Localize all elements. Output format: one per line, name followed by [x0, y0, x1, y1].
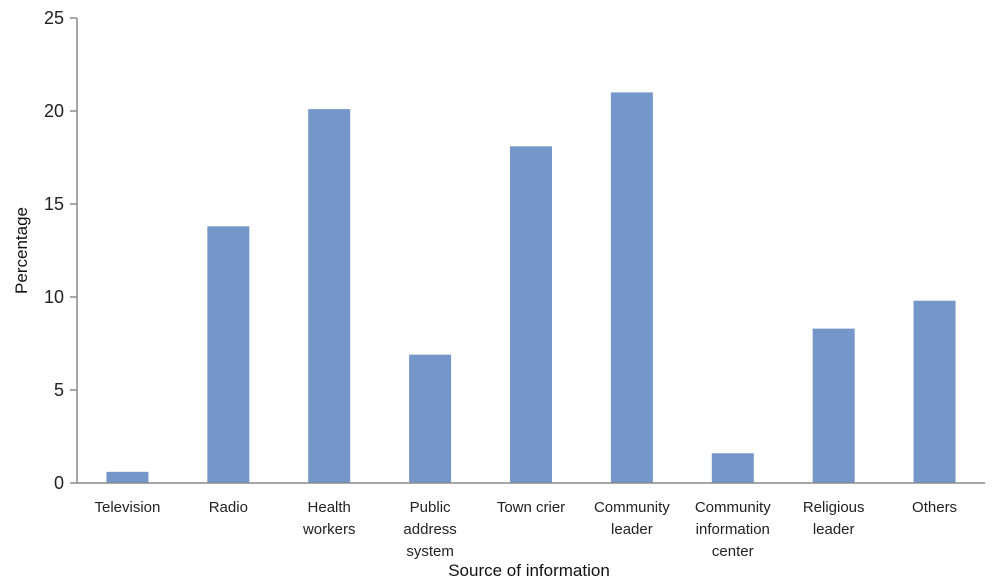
x-tick-label-line: leader: [813, 521, 855, 538]
x-tick-label-line: Public: [410, 499, 451, 516]
bar: [711, 453, 754, 483]
x-tick-label: Radio: [209, 499, 248, 516]
x-tick-label: Community information center: [695, 499, 771, 560]
x-tick-label-line: Health: [308, 499, 351, 516]
x-tick-label-line: Town crier: [497, 499, 565, 516]
x-tick-label: Television: [95, 499, 161, 516]
x-tick-label-line: Religious: [803, 499, 865, 516]
x-tick-label: Others: [912, 499, 957, 516]
bar: [106, 471, 149, 483]
x-tick-label: Religious leader: [803, 499, 865, 538]
x-tick-label-line: system: [406, 543, 454, 560]
bar: [207, 226, 250, 483]
y-tick-label: 20: [44, 101, 64, 121]
x-axis-title: Source of information: [448, 561, 610, 580]
x-tick-label: Town crier: [497, 499, 565, 516]
bar: [913, 300, 956, 483]
x-tick-label-line: Community: [695, 499, 771, 516]
x-tick-label-line: address: [403, 521, 456, 538]
x-tick-label-line: Radio: [209, 499, 248, 516]
y-axis-title: Percentage: [12, 207, 31, 294]
bar: [510, 146, 552, 483]
bar: [409, 354, 452, 483]
x-tick-label-line: information: [696, 521, 770, 538]
bars: [106, 92, 956, 484]
y-tick-label: 10: [44, 287, 64, 307]
x-tick-label-line: Community: [594, 499, 670, 516]
bar: [308, 109, 351, 483]
x-tick-label-line: workers: [302, 521, 356, 538]
y-axis-ticks: 0 5 10 15 20 25: [44, 8, 77, 493]
y-tick-label: 15: [44, 194, 64, 214]
x-tick-label-line: leader: [611, 521, 653, 538]
bar: [610, 92, 653, 484]
y-tick-label: 0: [54, 473, 64, 493]
y-tick-label: 5: [54, 380, 64, 400]
x-tick-label: Public address system: [403, 499, 456, 560]
x-tick-label-line: Others: [912, 499, 957, 516]
x-tick-label: Health workers: [302, 499, 356, 538]
x-axis-tick-labels: Television Radio Health workers Public addres…: [95, 499, 958, 560]
x-tick-label: Community leader: [594, 499, 670, 538]
bar: [812, 328, 855, 483]
x-tick-label-line: center: [712, 543, 754, 560]
x-tick-label-line: Television: [95, 499, 161, 516]
y-tick-label: 25: [44, 8, 64, 28]
